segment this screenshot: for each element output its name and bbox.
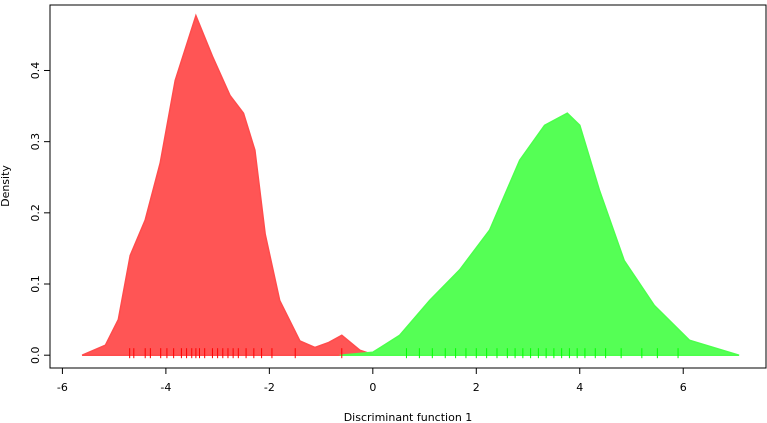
density-area (81, 13, 374, 356)
x-axis-label: Discriminant function 1 (344, 411, 473, 423)
x-tick-label: -6 (57, 381, 68, 394)
y-tick-label: 0.3 (29, 133, 42, 151)
x-tick-label: 2 (473, 381, 480, 394)
y-axis-label: Density (0, 165, 12, 207)
x-tick-label: 0 (369, 381, 376, 394)
plot-frame (49, 4, 767, 369)
y-tick-label: 0.2 (29, 204, 42, 222)
x-tick-label: 4 (576, 381, 583, 394)
density-area (339, 112, 740, 356)
y-tick-label: 0.1 (29, 275, 42, 293)
y-tick-label: 0.0 (29, 346, 42, 364)
x-tick-label: -4 (160, 381, 171, 394)
x-tick-label: 6 (680, 381, 687, 394)
y-tick-label: 0.4 (29, 62, 42, 80)
x-tick-label: -2 (264, 381, 275, 394)
